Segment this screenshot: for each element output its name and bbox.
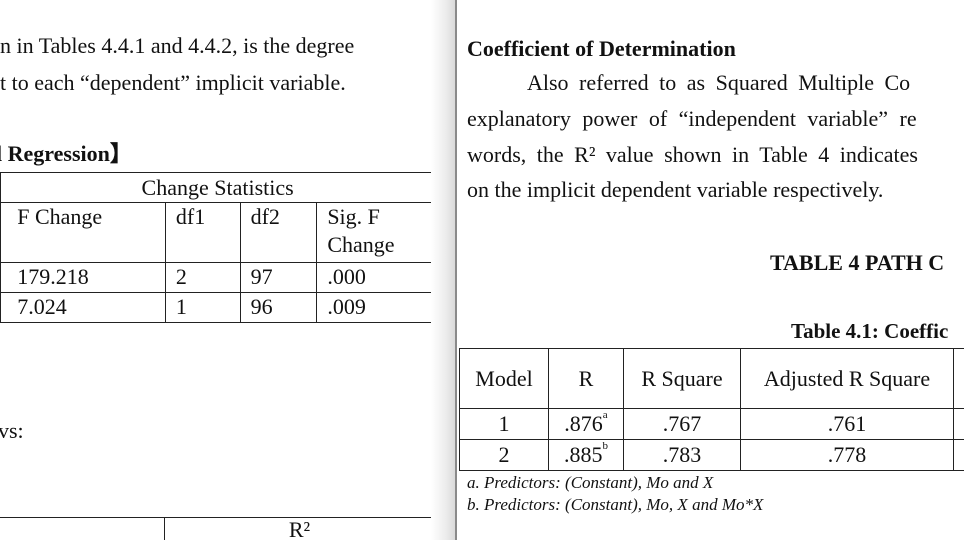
col-header: Adjusted R Square	[740, 348, 954, 409]
cell	[953, 439, 964, 471]
change-statistics-table: Change Statistics F Change df1 df2 Sig. …	[0, 172, 431, 323]
cell: .009	[316, 292, 431, 323]
col-header: Sig. F Change	[316, 202, 431, 263]
section-heading: l Regression】	[0, 141, 132, 166]
text-line: words, the R² value shown in Table 4 ind…	[467, 142, 918, 167]
col-header: df1	[164, 202, 241, 263]
group-header: Change Statistics	[0, 172, 431, 203]
cell: .876a	[548, 408, 624, 440]
cell: .885b	[548, 439, 624, 471]
left-page: n in Tables 4.4.1 and 4.4.2, is the degr…	[0, 0, 431, 540]
text-line: Also referred to as Squared Multiple Co	[527, 70, 911, 95]
table-title: TABLE 4 PATH C	[770, 250, 945, 275]
cell: 97	[239, 262, 318, 293]
footnote-marker: a	[602, 409, 608, 421]
section-heading: Coefficient of Determination	[467, 36, 736, 61]
table-note: a. Predictors: (Constant), Mo and X	[467, 473, 714, 492]
col-header: S t	[953, 348, 964, 409]
text-line: n in Tables 4.4.1 and 4.4.2, is the degr…	[0, 33, 355, 58]
table-note: b. Predictors: (Constant), Mo, X and Mo*…	[467, 495, 764, 514]
col-header: F Change	[0, 202, 166, 263]
page-divider	[455, 0, 457, 540]
page-gap	[431, 0, 456, 540]
cell: .000	[316, 262, 431, 293]
col-header: df2	[239, 202, 318, 263]
r-value: .876	[564, 411, 603, 436]
text-line: explanatory power of “independent variab…	[467, 106, 917, 131]
subtable-title: Table 4.1: Coeffic	[791, 319, 949, 343]
text-line: t to each “dependent” implicit variable.	[0, 70, 346, 95]
footnote-marker: b	[602, 440, 609, 452]
cell	[953, 408, 964, 440]
text-line: on the implicit dependent variable respe…	[467, 177, 884, 202]
bottom-table: R²	[0, 517, 431, 540]
cell: 179.218	[0, 262, 166, 293]
text-fragment: vs:	[0, 418, 24, 443]
col-header: R Square	[623, 348, 741, 409]
right-page: Coefficient of Determination Also referr…	[457, 0, 964, 540]
model-summary-table: Model R R Square Adjusted R Square S t 1…	[459, 348, 964, 471]
cell: .783	[623, 439, 741, 471]
cell: 7.024	[0, 292, 166, 323]
cell: 2	[459, 439, 549, 471]
cell: 1	[459, 408, 549, 440]
col-header: R²	[164, 517, 431, 540]
r-value: .885	[564, 442, 603, 467]
cell: .767	[623, 408, 741, 440]
col-header: R	[548, 348, 624, 409]
cell: .778	[740, 439, 954, 471]
cell: .761	[740, 408, 954, 440]
cell: 96	[239, 292, 318, 323]
cell: 2	[164, 262, 241, 293]
col-header: Model	[459, 348, 549, 409]
cell: 1	[164, 292, 241, 323]
